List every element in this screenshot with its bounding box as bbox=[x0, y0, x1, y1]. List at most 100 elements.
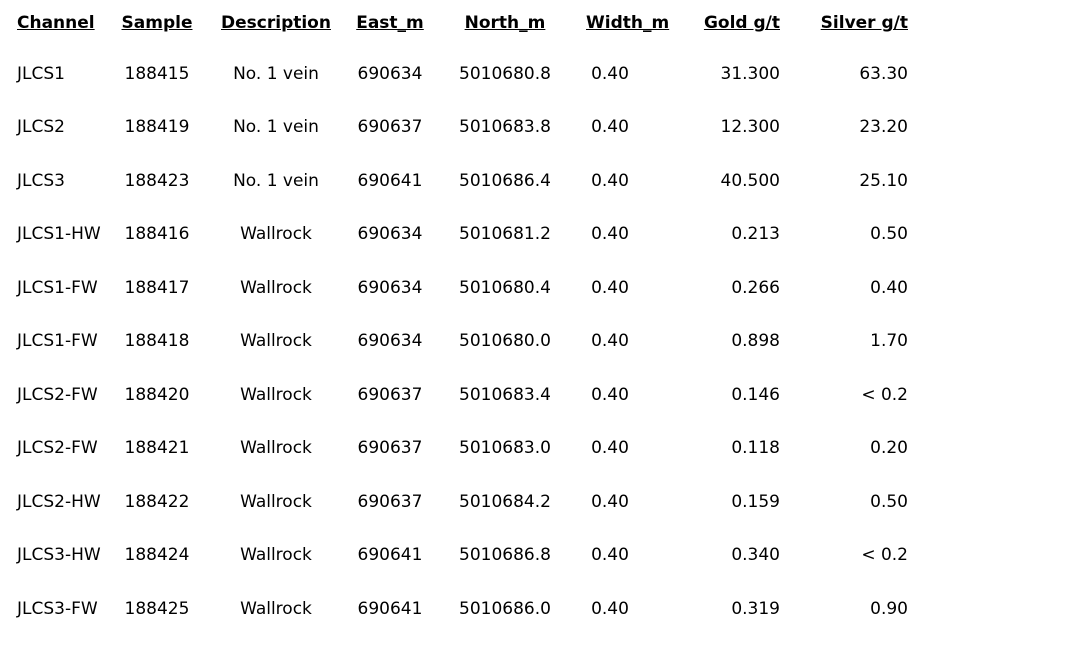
table-header: Channel Sample Description East_m North_… bbox=[0, 0, 918, 47]
cell-channel: JLCS1 bbox=[17, 63, 65, 84]
cell-east_m: 690634 bbox=[357, 277, 423, 298]
column-header-width-m: Width_m bbox=[586, 13, 670, 34]
column-header-east-m: East_m bbox=[356, 13, 424, 34]
cell-width_m: 0.40 bbox=[591, 438, 629, 459]
cell-sample: 188415 bbox=[124, 63, 190, 84]
table-row: JLCS2-HW 188422 Wallrock 690637 5010684.2 0.4… bbox=[0, 475, 918, 529]
cell-width_m: 0.40 bbox=[591, 170, 629, 191]
table-row: JLCS3-HW 188424 Wallrock 690641 5010686.8 0.4… bbox=[0, 529, 918, 583]
table-row: JLCS3-FW 188425 Wallrock 690641 5010686.0 0.4… bbox=[0, 582, 918, 636]
cell-gold_gpt: 40.500 bbox=[720, 170, 780, 191]
table-row: JLCS3 188423 No. 1 vein 690641 5010686.4 0.40… bbox=[0, 154, 918, 208]
cell-description: Wallrock bbox=[240, 277, 312, 298]
cell-width_m: 0.40 bbox=[591, 491, 629, 512]
cell-north_m: 5010683.0 bbox=[459, 438, 551, 459]
cell-width_m: 0.40 bbox=[591, 598, 629, 619]
cell-east_m: 690634 bbox=[357, 224, 423, 245]
cell-description: Wallrock bbox=[240, 438, 312, 459]
cell-gold_gpt: 0.213 bbox=[731, 224, 780, 245]
table-row: JLCS2-FW 188421 Wallrock 690637 5010683.0 0.4… bbox=[0, 422, 918, 476]
cell-east_m: 690637 bbox=[357, 384, 423, 405]
cell-sample: 188424 bbox=[124, 545, 190, 566]
table-row: JLCS1-FW 188418 Wallrock 690634 5010680.0 0.4… bbox=[0, 315, 918, 369]
cell-width_m: 0.40 bbox=[591, 277, 629, 298]
cell-description: Wallrock bbox=[240, 331, 312, 352]
cell-silver_gpt: 0.50 bbox=[870, 491, 908, 512]
cell-channel: JLCS2-FW bbox=[17, 438, 98, 459]
cell-description: Wallrock bbox=[240, 224, 312, 245]
cell-silver_gpt: 0.40 bbox=[870, 277, 908, 298]
column-header-north-m: North_m bbox=[464, 13, 546, 34]
cell-east_m: 690641 bbox=[357, 598, 423, 619]
column-header-gold-gpt: Gold g/t bbox=[703, 13, 780, 34]
cell-east_m: 690634 bbox=[357, 63, 423, 84]
cell-width_m: 0.40 bbox=[591, 63, 629, 84]
cell-description: No. 1 vein bbox=[233, 170, 319, 191]
cell-sample: 188423 bbox=[124, 170, 190, 191]
cell-gold_gpt: 0.898 bbox=[731, 331, 780, 352]
cell-channel: JLCS3-HW bbox=[17, 545, 101, 566]
cell-north_m: 5010680.0 bbox=[459, 331, 551, 352]
cell-sample: 188417 bbox=[124, 277, 190, 298]
cell-north_m: 5010686.4 bbox=[459, 170, 551, 191]
cell-channel: JLCS3-FW bbox=[17, 598, 98, 619]
cell-north_m: 5010684.2 bbox=[459, 491, 551, 512]
cell-north_m: 5010681.2 bbox=[459, 224, 551, 245]
cell-channel: JLCS1-FW bbox=[17, 331, 98, 352]
cell-east_m: 690641 bbox=[357, 170, 423, 191]
cell-north_m: 5010680.4 bbox=[459, 277, 551, 298]
column-header-silver-gpt: Silver g/t bbox=[820, 13, 908, 34]
cell-channel: JLCS2-FW bbox=[17, 384, 98, 405]
cell-silver_gpt: < 0.2 bbox=[861, 545, 908, 566]
cell-silver_gpt: < 0.2 bbox=[861, 384, 908, 405]
cell-gold_gpt: 0.266 bbox=[731, 277, 780, 298]
cell-sample: 188416 bbox=[124, 224, 190, 245]
cell-silver_gpt: 0.20 bbox=[870, 438, 908, 459]
cell-gold_gpt: 0.340 bbox=[731, 545, 780, 566]
cell-north_m: 5010686.0 bbox=[459, 598, 551, 619]
cell-width_m: 0.40 bbox=[591, 545, 629, 566]
table-row: JLCS2-FW 188420 Wallrock 690637 5010683.4 0.4… bbox=[0, 368, 918, 422]
table-row: JLCS1 188415 No. 1 vein 690634 5010680.8 0.40… bbox=[0, 47, 918, 101]
cell-sample: 188418 bbox=[124, 331, 190, 352]
cell-gold_gpt: 12.300 bbox=[720, 117, 780, 138]
cell-channel: JLCS1-FW bbox=[17, 277, 98, 298]
cell-gold_gpt: 0.118 bbox=[731, 438, 780, 459]
cell-silver_gpt: 23.20 bbox=[859, 117, 908, 138]
cell-width_m: 0.40 bbox=[591, 331, 629, 352]
cell-description: No. 1 vein bbox=[233, 117, 319, 138]
table-row: JLCS1-HW 188416 Wallrock 690634 5010681.2 0.4… bbox=[0, 208, 918, 262]
cell-north_m: 5010683.4 bbox=[459, 384, 551, 405]
header-row: Channel Sample Description East_m North_… bbox=[0, 0, 918, 47]
cell-channel: JLCS3 bbox=[17, 170, 65, 191]
cell-east_m: 690637 bbox=[357, 438, 423, 459]
cell-north_m: 5010686.8 bbox=[459, 545, 551, 566]
cell-east_m: 690641 bbox=[357, 545, 423, 566]
cell-sample: 188420 bbox=[124, 384, 190, 405]
cell-silver_gpt: 0.50 bbox=[870, 224, 908, 245]
cell-sample: 188422 bbox=[124, 491, 190, 512]
cell-gold_gpt: 0.146 bbox=[731, 384, 780, 405]
cell-east_m: 690637 bbox=[357, 117, 423, 138]
cell-channel: JLCS1-HW bbox=[17, 224, 101, 245]
cell-sample: 188425 bbox=[124, 598, 190, 619]
cell-width_m: 0.40 bbox=[591, 117, 629, 138]
cell-width_m: 0.40 bbox=[591, 224, 629, 245]
cell-description: No. 1 vein bbox=[233, 63, 319, 84]
assay-results-table: Channel Sample Description East_m North_… bbox=[0, 0, 918, 636]
table-row: JLCS2 188419 No. 1 vein 690637 5010683.8 0.40… bbox=[0, 101, 918, 155]
column-header-description: Description bbox=[221, 13, 331, 34]
cell-gold_gpt: 0.319 bbox=[731, 598, 780, 619]
table-row: JLCS1-FW 188417 Wallrock 690634 5010680.4 0.4… bbox=[0, 261, 918, 315]
column-header-channel: Channel bbox=[17, 13, 95, 34]
table-body: JLCS1 188415 No. 1 vein 690634 5010680.8 0.40… bbox=[0, 47, 918, 636]
cell-description: Wallrock bbox=[240, 598, 312, 619]
cell-sample: 188421 bbox=[124, 438, 190, 459]
cell-silver_gpt: 1.70 bbox=[870, 331, 908, 352]
cell-channel: JLCS2 bbox=[17, 117, 65, 138]
cell-gold_gpt: 0.159 bbox=[731, 491, 780, 512]
cell-silver_gpt: 63.30 bbox=[859, 63, 908, 84]
cell-silver_gpt: 0.90 bbox=[870, 598, 908, 619]
cell-north_m: 5010680.8 bbox=[459, 63, 551, 84]
